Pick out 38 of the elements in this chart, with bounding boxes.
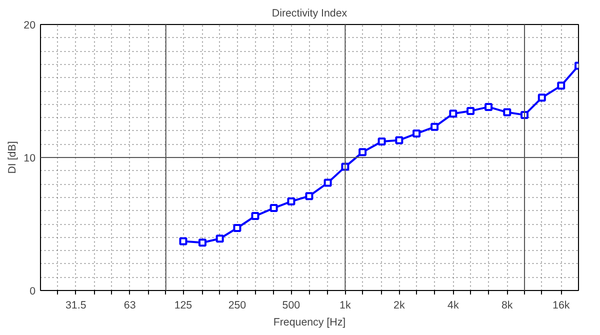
y-tick-label: 0	[30, 286, 36, 298]
point	[378, 138, 386, 146]
y-axis-title: DI [dB]	[6, 141, 19, 174]
point	[449, 110, 458, 118]
x-tick-label: 8k	[502, 300, 514, 312]
x-tick-label: 4k	[448, 300, 460, 312]
point	[538, 94, 546, 102]
point	[484, 102, 493, 111]
x-axis-title: Frequency [Hz]	[273, 316, 346, 328]
point	[216, 234, 224, 243]
x-tick-label: 16k	[552, 300, 570, 312]
point	[179, 237, 188, 246]
x-tick-label: 500	[282, 300, 300, 312]
point	[395, 136, 404, 144]
x-tick-label: 250	[228, 300, 246, 312]
point	[430, 122, 439, 131]
x-tick-label: 63	[124, 300, 136, 312]
chart-title: Directivity Index	[272, 8, 348, 20]
point	[198, 238, 206, 247]
point	[466, 106, 475, 115]
point	[557, 82, 566, 90]
x-tick-label: 1k	[340, 300, 352, 312]
point	[287, 197, 296, 206]
point	[520, 110, 529, 119]
point	[270, 204, 278, 212]
y-tick-label: 10	[24, 152, 36, 164]
point	[358, 148, 367, 156]
y-tick-label: 20	[24, 20, 36, 32]
point	[503, 108, 512, 116]
point	[305, 192, 314, 200]
point	[412, 130, 421, 138]
x-tick-label: 125	[174, 300, 192, 312]
point	[324, 178, 332, 187]
point	[233, 224, 242, 232]
point	[341, 162, 350, 171]
point	[251, 212, 260, 220]
x-tick-label: 31.5	[66, 300, 86, 312]
x-tick-label: 2k	[394, 300, 406, 312]
